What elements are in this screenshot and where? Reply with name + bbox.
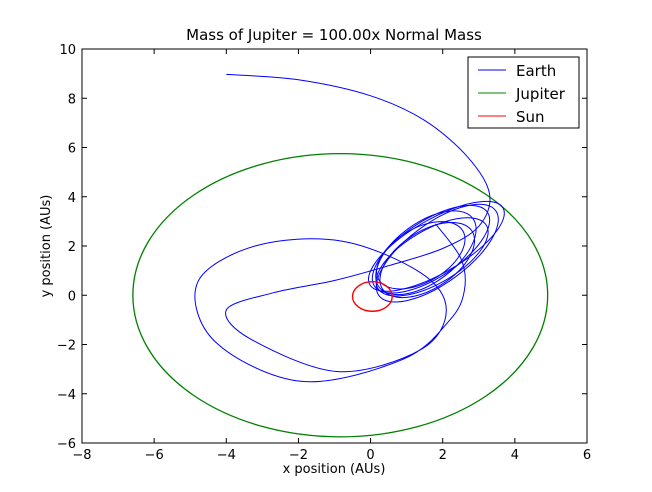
y-tick-label: 0 — [68, 289, 76, 304]
y-tick-label: 2 — [68, 240, 76, 255]
legend-label-sun: Sun — [516, 108, 545, 126]
legend-label-jupiter: Jupiter — [515, 85, 566, 103]
y-tick-label: 8 — [68, 92, 76, 107]
y-tick-label: −4 — [57, 388, 76, 403]
series-jupiter-orbit — [132, 153, 549, 438]
x-tick-label: 4 — [511, 448, 519, 463]
chart-title: Mass of Jupiter = 100.00x Normal Mass — [186, 26, 482, 44]
x-tick-label: 2 — [439, 448, 447, 463]
y-axis-label: y position (AUs) — [39, 195, 54, 298]
x-tick-label: −4 — [217, 448, 236, 463]
series-earth-loop — [375, 203, 499, 303]
series-earth-track — [194, 73, 491, 383]
series-earth-loop — [375, 210, 477, 296]
y-tick-label: 10 — [59, 43, 76, 58]
x-tick-label: −8 — [72, 448, 91, 463]
y-tick-label: −2 — [57, 339, 76, 354]
y-tick-label: 4 — [68, 191, 76, 206]
series-earth-loop — [371, 204, 491, 294]
series-earth-loop — [375, 217, 489, 297]
x-axis-label: x position (AUs) — [283, 462, 386, 477]
legend: Earth Jupiter Sun — [467, 56, 580, 129]
series-earth-loop — [367, 200, 505, 292]
series-earth-loop — [379, 221, 476, 299]
series-earth-loop — [376, 221, 466, 290]
series-sun-orbit — [351, 281, 393, 312]
legend-label-earth: Earth — [516, 62, 556, 80]
x-tick-label: 6 — [583, 448, 591, 463]
x-tick-label: −6 — [145, 448, 164, 463]
x-tick-label: −2 — [289, 448, 308, 463]
y-tick-label: 6 — [68, 142, 76, 157]
y-tick-label: −6 — [57, 437, 76, 452]
x-tick-label: 0 — [366, 448, 374, 463]
